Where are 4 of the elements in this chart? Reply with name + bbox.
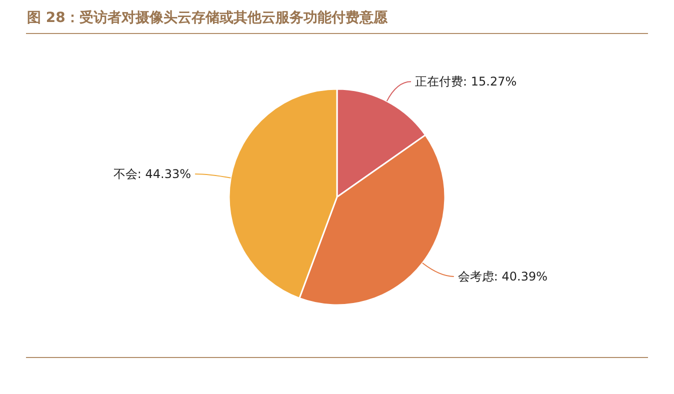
slice-label: 不会: 44.33% (113, 166, 192, 181)
slice-label: 会考虑: 40.39% (458, 269, 548, 284)
chart-title: 图 28：受访者对摄像头云存储或其他云服务功能付费意愿 (27, 9, 388, 26)
slice-label: 正在付费: 15.27% (415, 74, 517, 89)
